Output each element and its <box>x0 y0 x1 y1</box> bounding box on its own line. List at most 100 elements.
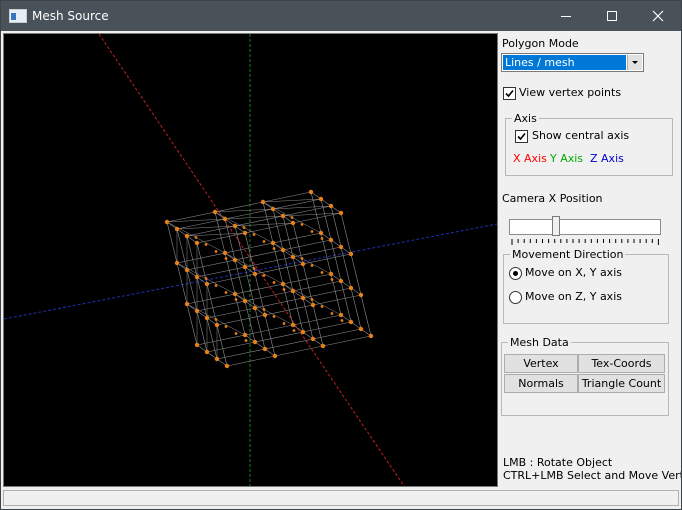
vertex-point[interactable] <box>272 281 276 284</box>
vertex-point[interactable] <box>320 237 324 240</box>
vertex-point[interactable] <box>262 240 266 243</box>
vertex-point[interactable] <box>260 199 266 205</box>
vertex-point[interactable] <box>252 233 256 236</box>
vertex-point[interactable] <box>310 336 316 342</box>
vertex-point[interactable] <box>224 257 228 260</box>
vertex-point[interactable] <box>204 277 208 280</box>
vertex-point[interactable] <box>262 308 266 311</box>
vertex-button[interactable]: Vertex <box>504 354 578 373</box>
vertex-point[interactable] <box>252 305 258 311</box>
vertex-point[interactable] <box>290 220 296 226</box>
vertex-point[interactable] <box>224 325 228 328</box>
move-xy-radio[interactable] <box>509 267 522 280</box>
vertex-point[interactable] <box>318 230 324 236</box>
vertex-point[interactable] <box>222 216 228 222</box>
vertex-point[interactable] <box>234 298 238 301</box>
vertex-point[interactable] <box>252 267 256 270</box>
vertex-point[interactable] <box>280 281 286 287</box>
vertex-point[interactable] <box>292 329 296 332</box>
camera-x-slider-thumb[interactable] <box>551 216 560 236</box>
vertex-point[interactable] <box>194 342 200 348</box>
vertex-point[interactable] <box>224 363 230 369</box>
vertex-point[interactable] <box>338 244 344 250</box>
vertex-point[interactable] <box>338 312 344 318</box>
dropdown-button[interactable] <box>627 55 642 70</box>
vertex-point[interactable] <box>204 349 210 355</box>
vertex-point[interactable] <box>244 339 248 342</box>
vertex-point[interactable] <box>234 332 238 335</box>
vertex-point[interactable] <box>214 318 218 321</box>
vertex-point[interactable] <box>320 343 326 349</box>
3d-viewport[interactable] <box>3 33 498 487</box>
vertex-point[interactable] <box>214 322 220 328</box>
vertex-point[interactable] <box>310 298 314 301</box>
tex-coords-button[interactable]: Tex-Coords <box>578 354 665 373</box>
vertex-point[interactable] <box>300 295 306 301</box>
vertex-point[interactable] <box>242 230 248 236</box>
vertex-point[interactable] <box>270 240 276 246</box>
vertex-point[interactable] <box>280 247 286 253</box>
vertex-point[interactable] <box>338 210 344 216</box>
vertex-point[interactable] <box>328 271 334 277</box>
vertex-point[interactable] <box>214 284 218 287</box>
vertex-point[interactable] <box>290 288 296 294</box>
vertex-point[interactable] <box>214 250 218 253</box>
vertex-point[interactable] <box>242 298 248 304</box>
vertex-point[interactable] <box>340 319 344 322</box>
vertex-point[interactable] <box>328 237 334 243</box>
move-zy-radio[interactable] <box>509 291 522 304</box>
vertex-point[interactable] <box>348 251 354 257</box>
vertex-point[interactable] <box>358 326 364 332</box>
vertex-point[interactable] <box>194 240 200 246</box>
close-button[interactable] <box>635 1 681 31</box>
vertex-point[interactable] <box>194 308 200 314</box>
vertex-point[interactable] <box>358 292 364 298</box>
vertex-point[interactable] <box>272 315 276 318</box>
triangle-count-button[interactable]: Triangle Count <box>578 374 665 393</box>
vertex-point[interactable] <box>310 302 316 308</box>
vertex-point[interactable] <box>232 257 238 263</box>
vertex-point[interactable] <box>270 206 276 212</box>
show-central-axis-checkbox[interactable] <box>515 130 528 143</box>
vertex-point[interactable] <box>232 291 238 297</box>
vertex-point[interactable] <box>272 353 278 359</box>
vertex-point[interactable] <box>300 257 304 260</box>
vertex-point[interactable] <box>204 315 210 321</box>
vertex-point[interactable] <box>348 319 354 325</box>
vertex-point[interactable] <box>194 274 200 280</box>
vertex-point[interactable] <box>320 271 324 274</box>
normals-button[interactable]: Normals <box>504 374 578 393</box>
vertex-point[interactable] <box>308 189 314 195</box>
vertex-point[interactable] <box>262 312 268 318</box>
vertex-point[interactable] <box>252 271 258 277</box>
vertex-point[interactable] <box>330 312 334 315</box>
vertex-point[interactable] <box>310 264 314 267</box>
vertex-point[interactable] <box>348 285 354 291</box>
vertex-point[interactable] <box>204 243 208 246</box>
vertex-point[interactable] <box>290 216 294 219</box>
vertex-point[interactable] <box>214 356 220 362</box>
minimize-button[interactable] <box>543 1 589 31</box>
vertex-point[interactable] <box>252 339 258 345</box>
vertex-point[interactable] <box>300 261 306 267</box>
vertex-point[interactable] <box>184 267 190 273</box>
vertex-point[interactable] <box>204 281 210 287</box>
vertex-point[interactable] <box>282 322 286 325</box>
vertex-point[interactable] <box>310 230 314 233</box>
vertex-point[interactable] <box>242 332 248 338</box>
vertex-point[interactable] <box>318 196 324 202</box>
vertex-point[interactable] <box>194 236 198 239</box>
vertex-point[interactable] <box>232 223 238 229</box>
vertex-point[interactable] <box>282 288 286 291</box>
vertex-point[interactable] <box>320 305 324 308</box>
vertex-point[interactable] <box>262 274 266 277</box>
view-vertex-points-checkbox[interactable] <box>503 87 516 100</box>
vertex-point[interactable] <box>224 291 228 294</box>
vertex-point[interactable] <box>272 247 276 250</box>
vertex-point[interactable] <box>280 213 286 219</box>
vertex-point[interactable] <box>300 223 304 226</box>
camera-x-slider-track[interactable] <box>509 219 661 235</box>
polygon-mode-select[interactable]: Lines / mesh <box>501 53 644 72</box>
vertex-point[interactable] <box>184 301 190 307</box>
vertex-point[interactable] <box>290 254 296 260</box>
